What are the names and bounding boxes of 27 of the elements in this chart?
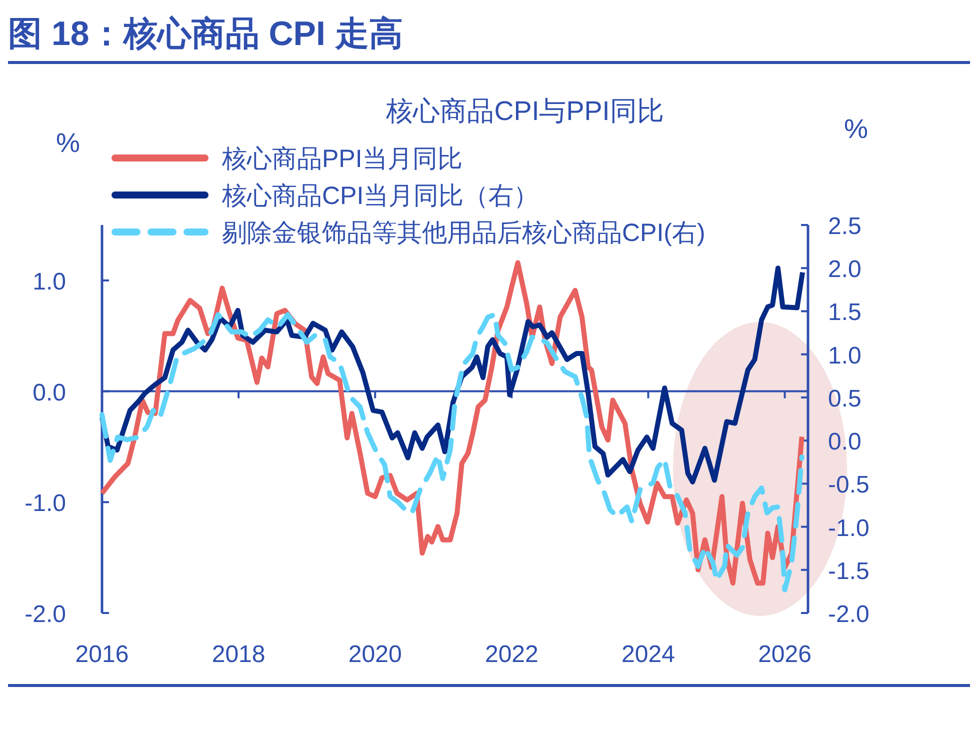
chart-subtitle: 核心商品CPI与PPI同比 (385, 96, 664, 126)
y2-tick-label: -2.0 (828, 601, 870, 628)
y2-tick-label: -1.0 (828, 514, 870, 542)
y2-tick-label: -0.5 (828, 472, 870, 499)
y2-axis-title: % (844, 114, 868, 144)
y2-tick-label: -1.5 (828, 558, 870, 585)
y2-tick-label: 0.0 (828, 428, 862, 456)
y2-tick-label: 2.0 (828, 256, 862, 284)
legend-label: 核心商品CPI当月同比（右） (221, 182, 539, 210)
x-tick-label: 2026 (758, 641, 812, 668)
legend-label: 核心商品PPI当月同比 (221, 145, 462, 173)
y2-tick-label: 2.5 (828, 213, 862, 240)
x-tick-label: 2016 (75, 641, 129, 668)
x-tick-label: 2018 (212, 641, 266, 668)
y-tick-label: -2.0 (24, 601, 66, 628)
y-tick-label: 0.0 (32, 379, 66, 406)
x-tick-label: 2024 (622, 641, 675, 668)
y-axis-title: % (56, 128, 80, 158)
y-tick-label: -1.0 (24, 490, 66, 518)
legend-label: 剔除金银饰品等其他用品后核心商品CPI(右) (222, 219, 706, 247)
chart-title: 图 18：核心商品 CPI 走高 (8, 15, 403, 53)
x-tick-label: 2020 (348, 641, 402, 668)
y2-tick-label: 0.5 (828, 385, 862, 412)
y2-tick-label: 1.0 (828, 342, 862, 370)
x-tick-label: 2022 (484, 641, 538, 668)
y-tick-label: 1.0 (32, 268, 66, 296)
y2-tick-label: 1.5 (828, 299, 862, 326)
